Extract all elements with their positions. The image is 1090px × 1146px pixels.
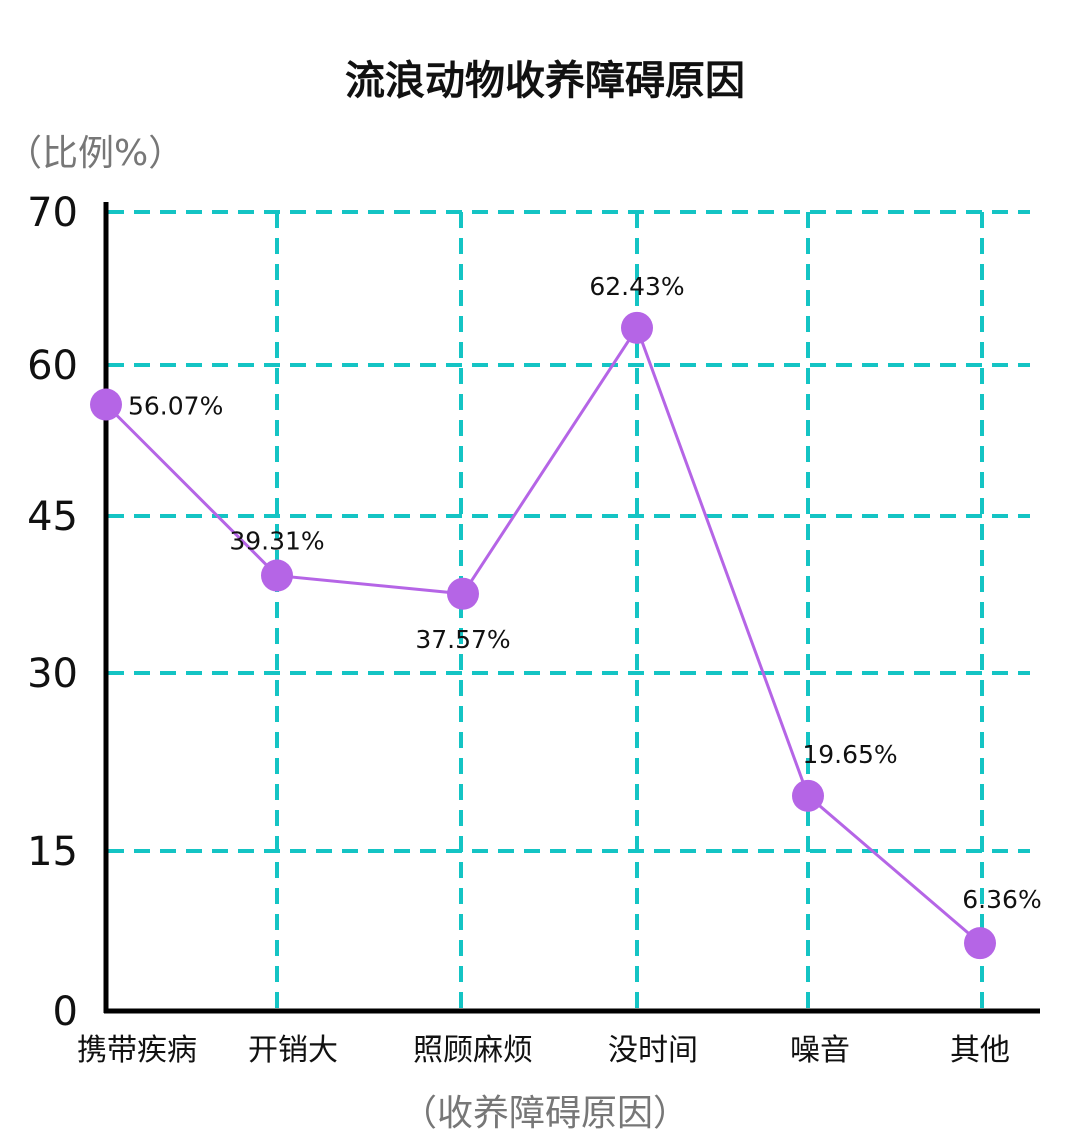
data-label: 37.57% (415, 625, 510, 654)
x-tick-label: 噪音 (790, 1033, 850, 1068)
x-tick-label: 携带疾病 (77, 1033, 197, 1068)
data-point (261, 559, 293, 592)
series-line (104, 324, 981, 945)
data-label: 19.65% (802, 740, 897, 769)
y-tick-label: 30 (27, 651, 78, 697)
data-point (621, 311, 653, 344)
data-point (447, 577, 479, 610)
y-tick-label: 15 (27, 829, 78, 875)
x-tick-label: 开销大 (248, 1033, 338, 1068)
y-tick-label: 70 (27, 190, 78, 236)
x-axis-title: （收养障碍原因） (400, 1093, 689, 1134)
x-tick-label: 其他 (950, 1033, 1010, 1068)
y-tick-label: 45 (27, 494, 78, 540)
y-tick-label: 0 (53, 989, 78, 1035)
y-tick-label: 60 (27, 343, 78, 389)
y-axis-unit-label: （比例%） (6, 133, 185, 174)
data-point (90, 388, 122, 421)
data-label: 56.07% (128, 392, 223, 421)
x-tick-label: 照顾麻烦 (413, 1033, 533, 1068)
data-label: 39.31% (229, 527, 324, 556)
data-label: 6.36% (962, 885, 1041, 914)
x-tick-label: 没时间 (608, 1033, 698, 1068)
data-point (792, 779, 824, 812)
data-label: 62.43% (589, 272, 684, 301)
chart-title: 流浪动物收养障碍原因 (345, 58, 745, 104)
data-point (964, 927, 996, 960)
